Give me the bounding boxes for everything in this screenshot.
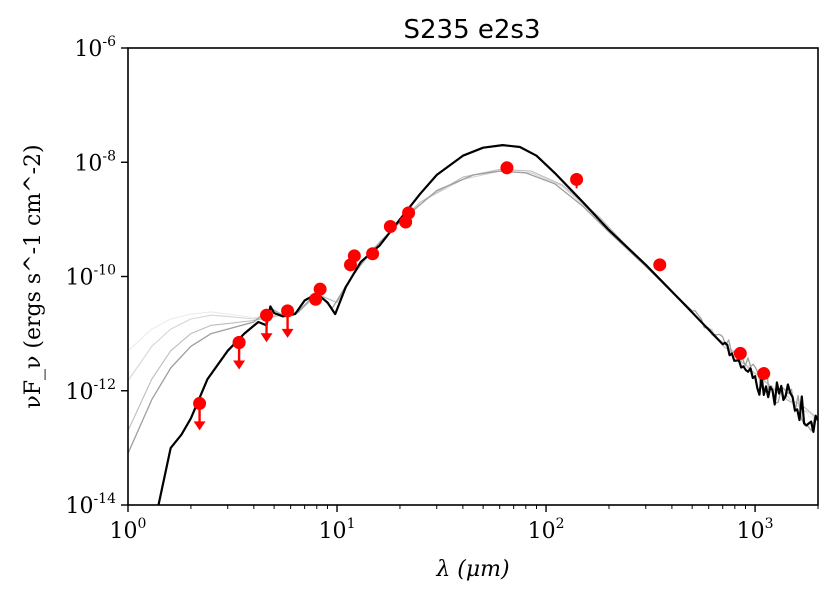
upper-limit-point — [232, 335, 246, 349]
data-point — [366, 247, 380, 261]
y-axis-label: νF_ν (ergs s^-1 cm^-2) — [21, 144, 46, 408]
data-point — [402, 206, 416, 220]
upper-limit-point — [281, 304, 295, 318]
upper-limit-arrow — [233, 360, 246, 370]
data-point — [383, 220, 397, 234]
y-tick-label: 10-12 — [65, 377, 116, 405]
x-tick-label: 102 — [528, 516, 565, 544]
y-tick-label: 10-8 — [74, 148, 116, 176]
model-curves — [128, 144, 818, 505]
upper-limit-arrow — [281, 328, 294, 338]
model-curve — [128, 170, 818, 421]
model-curve — [128, 170, 818, 422]
model-curve — [128, 168, 818, 431]
model-curve — [157, 144, 818, 505]
data-point — [309, 292, 323, 306]
y-axis-label-text: νF_ν (ergs s^-1 cm^-2) — [21, 144, 46, 408]
upper-limit-point — [193, 396, 207, 410]
data-point — [313, 282, 327, 296]
data-point — [500, 161, 514, 175]
x-tick-label: 100 — [110, 516, 147, 544]
data-point — [653, 258, 667, 272]
axis-ticks: 100 101 102 103 10-14 10-12 10-10 10-8 10-6 — [65, 34, 819, 544]
data-points — [193, 161, 771, 431]
plot-frame — [127, 47, 819, 506]
y-tick-label: 10-14 — [65, 491, 116, 519]
x-tick-label: 103 — [737, 516, 774, 544]
y-tick-label: 10-6 — [74, 34, 116, 62]
chart-title: S235 e2s3 — [403, 15, 540, 45]
x-axis-label-text: λ (μm) — [435, 557, 509, 582]
data-point — [347, 249, 361, 263]
upper-limit-arrow — [260, 333, 273, 343]
data-point — [757, 367, 771, 381]
x-tick-label: 101 — [319, 516, 356, 544]
upper-limit-point — [260, 308, 274, 322]
upper-limit-arrow — [193, 421, 206, 431]
model-curve — [128, 170, 818, 454]
x-axis-label: λ (μm) — [435, 557, 509, 582]
data-point — [570, 172, 584, 186]
y-tick-label: 10-10 — [65, 263, 116, 291]
data-point — [733, 346, 747, 360]
